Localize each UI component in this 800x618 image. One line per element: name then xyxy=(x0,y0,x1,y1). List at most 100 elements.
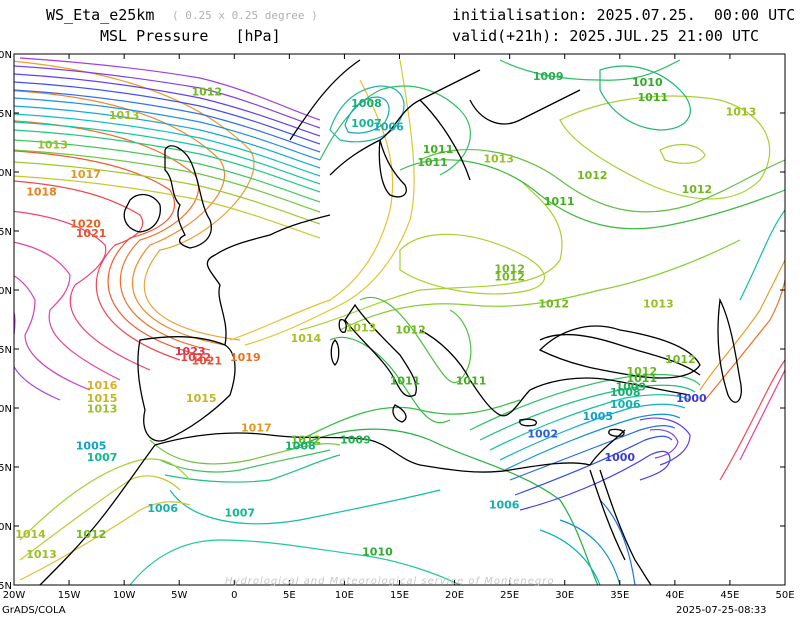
isobar-label: 1011 xyxy=(544,195,575,208)
isobar-label: 1011 xyxy=(638,91,669,104)
x-tick-label: 15E xyxy=(390,590,409,601)
isobar-label: 1015 xyxy=(186,392,217,405)
isobar-label: 1011 xyxy=(456,374,487,387)
isobar-label: 1006 xyxy=(610,398,641,411)
isobar-label: 1007 xyxy=(224,507,255,520)
isobar-label: 1008 xyxy=(610,386,641,399)
y-tick-label: 45N xyxy=(0,345,12,356)
x-tick-label: 25E xyxy=(500,590,519,601)
isobar-label: 1020 xyxy=(70,217,101,230)
isobar-label: 1011 xyxy=(627,372,658,385)
isobar-label: 1013 xyxy=(643,298,674,311)
north-africa-isobars xyxy=(19,439,461,585)
isobar-label: 1018 xyxy=(26,186,57,199)
europe-isobars xyxy=(229,59,785,585)
isobar-label: 1013 xyxy=(346,321,377,334)
isobar-label: 1012 xyxy=(291,433,322,446)
isobar-label: 1005 xyxy=(76,439,107,452)
isobar-field xyxy=(14,57,785,585)
isobar-label: 1000 xyxy=(604,451,635,464)
y-tick-label: 60N xyxy=(0,168,12,179)
isobar-label: 1012 xyxy=(494,271,525,284)
isobar-label: 1010 xyxy=(632,76,663,89)
isobar-label: 1012 xyxy=(191,85,222,98)
isobar-label: 1021 xyxy=(76,227,107,240)
isobar-label: 1013 xyxy=(26,548,57,561)
isobar-label: 1017 xyxy=(241,422,272,435)
isobar-label: 1013 xyxy=(483,153,514,166)
field-name: MSL Pressure [hPa] xyxy=(100,27,281,45)
y-tick-label: 40N xyxy=(0,404,12,415)
isobar-label: 1014 xyxy=(15,528,46,541)
isobar-label: 1011 xyxy=(423,143,454,156)
isobar-label: 1013 xyxy=(87,403,118,416)
north-atlantic-isobars xyxy=(14,57,321,239)
x-tick-label: 15W xyxy=(58,590,81,601)
x-tick-label: 50E xyxy=(775,590,794,601)
atlantic-high-isobars xyxy=(14,60,255,401)
isobar-label: 1012 xyxy=(76,528,107,541)
isobar-label: 1010 xyxy=(362,546,393,559)
isobar-label: 1007 xyxy=(87,451,118,464)
y-tick-label: 25N xyxy=(0,581,12,592)
isobar-label: 1011 xyxy=(417,156,448,169)
isobar-label: 1012 xyxy=(665,353,696,366)
x-tick-label: 5E xyxy=(283,590,296,601)
isobar-label: 1002 xyxy=(527,428,558,441)
isobar-label: 1009 xyxy=(615,380,646,393)
x-tick-label: 10W xyxy=(113,590,136,601)
isobar-label: 1012 xyxy=(682,183,713,196)
y-tick-label: 55N xyxy=(0,227,12,238)
isobar-label: 1012 xyxy=(538,298,569,311)
isobar-label: 1006 xyxy=(373,121,404,134)
x-tick-label: 20W xyxy=(3,590,26,601)
x-tick-label: 35E xyxy=(610,590,629,601)
isobar-label: 1014 xyxy=(291,332,322,345)
x-axis-ticks: 20W 15W 10W 5W 0 5E 10E 15E 20E 25E 30E 35E 40E 45E 50… xyxy=(3,54,795,601)
isobar-label: 1013 xyxy=(37,138,68,151)
credit-watermark: Hydrological and Meteorological service … xyxy=(225,576,555,587)
isobar-label: 1009 xyxy=(340,433,371,446)
isobar-label: 1011 xyxy=(390,374,421,387)
isobar-label: 1005 xyxy=(582,410,613,423)
render-timestamp: 2025-07-25-08:33 xyxy=(676,605,767,616)
x-tick-label: 20E xyxy=(445,590,464,601)
isobar-label: 1021 xyxy=(191,354,222,367)
x-tick-label: 0 xyxy=(231,590,237,601)
y-axis-ticks: 70N 65N 60N 55N 50N 45N 40N 35N 30N 25N xyxy=(0,50,785,592)
isobar-label: 1012 xyxy=(627,365,658,378)
isobar-label: 1015 xyxy=(87,392,118,405)
isobar-label: 1012 xyxy=(494,262,525,275)
resolution-note: ( 0.25 x 0.25 degree ) xyxy=(172,9,318,22)
isobar-label: 1008 xyxy=(351,97,382,110)
isobar-label: 1008 xyxy=(285,439,316,452)
software-credit: GrADS/COLA xyxy=(2,605,66,616)
x-tick-label: 45E xyxy=(720,590,739,601)
y-tick-label: 50N xyxy=(0,286,12,297)
init-time: initialisation: 2025.07.25. 00:00 UTC xyxy=(452,6,796,24)
isobar-label: 1023 xyxy=(175,345,206,358)
isobar-label: 1016 xyxy=(87,379,118,392)
isobar-label: 1013 xyxy=(109,109,140,122)
isobar-label: 1017 xyxy=(70,168,101,181)
east-med-low-isobars xyxy=(469,209,785,585)
isobar-label: 1007 xyxy=(351,117,382,130)
x-tick-label: 10E xyxy=(335,590,354,601)
isobar-label: 1013 xyxy=(726,105,757,118)
model-name: WS_Eta_e25km xyxy=(46,6,155,24)
y-tick-label: 70N xyxy=(0,50,12,61)
isobar-label: 1019 xyxy=(230,351,261,364)
isobar-label: 1006 xyxy=(489,498,520,511)
coastlines xyxy=(39,59,742,585)
x-tick-label: 5W xyxy=(171,590,187,601)
isobar-label: 1012 xyxy=(577,169,608,182)
isobar-label: 1009 xyxy=(533,70,564,83)
x-tick-label: 30E xyxy=(555,590,574,601)
x-tick-label: 40E xyxy=(665,590,684,601)
y-tick-label: 65N xyxy=(0,109,12,120)
isobar-label: 1012 xyxy=(395,324,426,337)
isobar-labels: 1012101310131017101810201021100810071006… xyxy=(15,70,756,561)
y-tick-label: 35N xyxy=(0,463,12,474)
y-tick-label: 30N xyxy=(0,522,12,533)
